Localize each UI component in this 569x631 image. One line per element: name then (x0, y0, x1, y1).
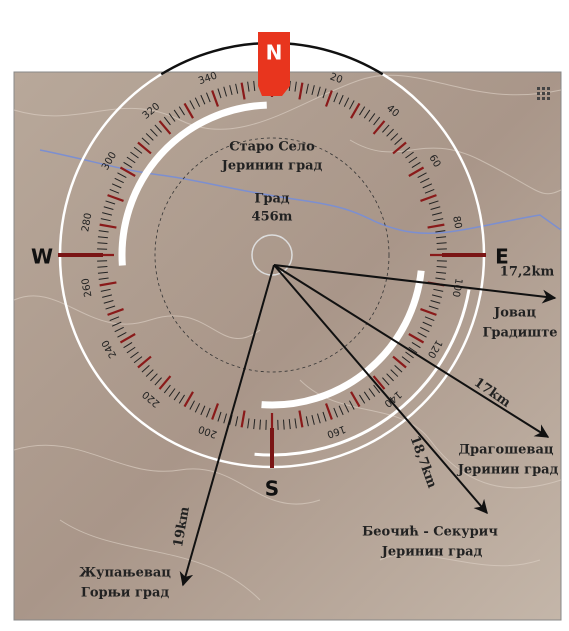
place-label: Јеринин град (221, 159, 323, 174)
cardinal-label: N (266, 41, 283, 65)
tick (284, 420, 285, 430)
peak-label: Град (254, 192, 289, 207)
peak-elevation: 456m (252, 210, 293, 225)
cardinal-label: W (31, 245, 53, 269)
place-label: Старо Село (229, 140, 315, 155)
cardinal-label: S (265, 477, 279, 501)
tick (260, 420, 261, 430)
tick (437, 243, 447, 244)
destination-label: Беочић - Секурич (362, 525, 498, 540)
tick (97, 267, 107, 268)
destination-label: Жупањевац (79, 566, 171, 581)
distance-label: 17,2km (500, 265, 555, 280)
destination-label: Јеринин град (457, 463, 559, 478)
destination-label: Драгошевац (458, 443, 553, 458)
destination-label: Градиште (482, 326, 557, 341)
destination-label: Горњи град (81, 586, 170, 601)
destination-label: Јовац (493, 306, 536, 321)
tick (437, 267, 447, 268)
tick (97, 243, 107, 244)
map-view: 2040608010012014016020022024026028030032… (0, 0, 569, 631)
destination-label: Јеринин град (381, 545, 483, 560)
grid-icon[interactable] (537, 87, 550, 100)
bearing-label: 80 (450, 215, 463, 229)
